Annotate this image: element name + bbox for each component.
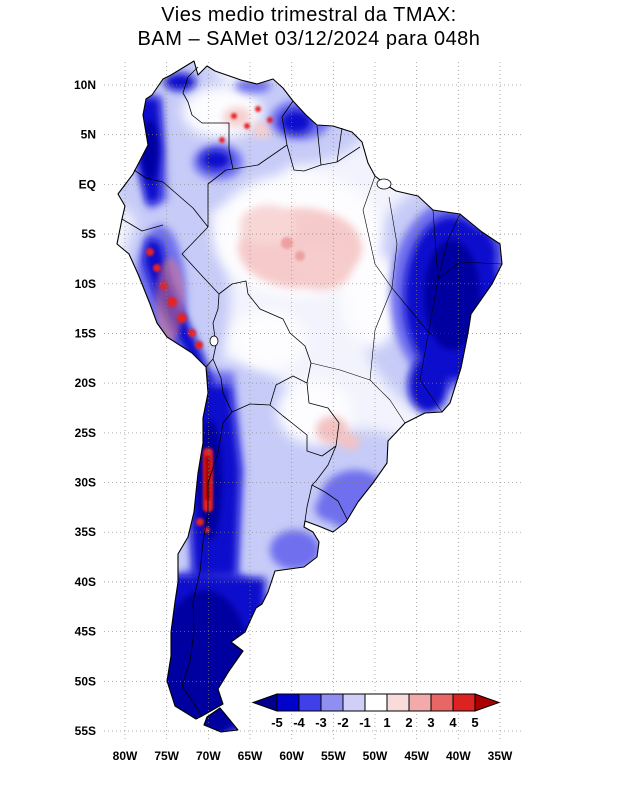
page-subtitle: BAM – SAMet 03/12/2024 para 048h [137,28,481,50]
lon-tick-label: 45W [404,749,429,763]
tierra-del-fuego-coastline [203,707,239,733]
lon-tick-label: 50W [363,749,388,763]
lat-tick-label: EQ [79,177,96,191]
lon-axis-labels: 80W 75W 70W 65W 60W 55W 50W 45W 40W 35W [113,749,513,763]
lon-tick-label: 60W [279,749,304,763]
lat-tick-label: 25S [75,426,96,440]
colorbar-tick-label: -2 [337,715,349,730]
colorbar-box [386,693,410,712]
state-borders [310,175,503,424]
marajo-island [376,178,392,190]
lon-tick-label: 40W [446,749,471,763]
colorbar-tick-label: 2 [405,715,412,730]
lat-axis-labels: 10N 5N EQ 5S 10S 15S 20S 25S 30S 35S 40S 45S 50S 55S [74,78,96,738]
lat-tick-label: 10S [75,277,96,291]
colorbar-box [298,693,322,712]
colorbar-tick-label: -4 [293,715,305,730]
lat-tick-label: 45S [75,625,96,639]
coastline [116,60,503,720]
lake-titicaca [209,335,219,347]
colorbar-box [320,693,344,712]
lat-tick-label: 5N [81,128,96,142]
country-borders [121,66,361,717]
page-title: Vies medio trimestral da TMAX: [161,4,457,26]
lon-tick-label: 80W [113,749,138,763]
colorbar-box [430,693,454,712]
colorbar-box [364,693,388,712]
colorbar-tick-label: 3 [427,715,434,730]
colorbar-box [408,693,432,712]
lon-tick-label: 55W [321,749,346,763]
lon-tick-label: 65W [238,749,263,763]
colorbar-legend: -5 -4 -3 -2 -1 1 2 3 4 5 [251,693,501,730]
colorbar-box [276,693,300,712]
colorbar-tick-label: -3 [315,715,327,730]
colorbar-box [342,693,366,712]
lon-tick-label: 70W [196,749,221,763]
lat-tick-label: 35S [75,525,96,539]
lon-tick-label: 35W [488,749,513,763]
colorbar-box [452,693,476,712]
gridlines [104,62,521,741]
lat-tick-label: 20S [75,376,96,390]
lat-tick-label: 50S [75,674,96,688]
lat-tick-label: 55S [75,724,96,738]
lat-tick-label: 10N [74,78,96,92]
lat-tick-label: 30S [75,476,96,490]
colorbar-tick-label: 1 [383,715,390,730]
lon-tick-label: 75W [154,749,179,763]
colorbar-tick-label: -1 [359,715,371,730]
colorbar-tick-label: 4 [449,715,457,730]
colorbar-right-arrow [474,693,501,712]
colorbar-left-arrow [251,693,278,712]
lat-tick-label: 40S [75,575,96,589]
colorbar-tick-label: -5 [271,715,283,730]
colorbar-tick-label: 5 [471,715,478,730]
lat-tick-label: 15S [75,326,96,340]
lat-tick-label: 5S [81,227,96,241]
